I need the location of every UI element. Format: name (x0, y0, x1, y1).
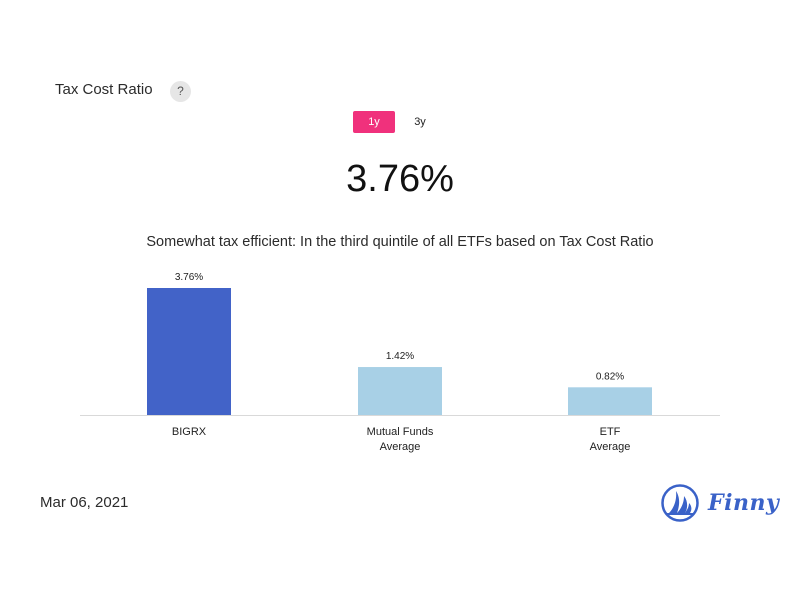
bar-1[interactable] (358, 367, 442, 415)
finny-logo-text: Finny (708, 490, 780, 516)
bar-value-label: 3.76% (175, 272, 203, 283)
x-tick-label: Average (380, 441, 421, 453)
x-tick-label: ETF (600, 426, 621, 438)
bar-chart: 3.76% BIGRX 1.42% Mutual Funds Average 0.82% E… (80, 272, 720, 453)
help-icon[interactable]: ? (170, 81, 191, 102)
x-tick-label: Mutual Funds (367, 426, 434, 438)
bar-value-label: 0.82% (596, 371, 624, 382)
tab-1y[interactable]: 1y (353, 111, 395, 133)
period-tabs: 1y 3y (353, 111, 441, 133)
finny-logo[interactable]: Finny (660, 483, 779, 523)
finny-logo-icon (661, 484, 699, 522)
chart-subtitle: Somewhat tax efficient: In the third qui… (146, 234, 654, 250)
bar-2[interactable] (568, 387, 652, 415)
tab-3y[interactable]: 3y (414, 116, 426, 128)
bar-0[interactable] (147, 288, 231, 415)
x-tick-label: Average (590, 441, 631, 453)
x-tick-label: BIGRX (172, 426, 207, 438)
as-of-date: Mar 06, 2021 (40, 494, 129, 511)
chart-title: Tax Cost Ratio (55, 81, 153, 98)
headline-value: 3.76% (346, 158, 454, 200)
bar-value-label: 1.42% (386, 351, 414, 362)
